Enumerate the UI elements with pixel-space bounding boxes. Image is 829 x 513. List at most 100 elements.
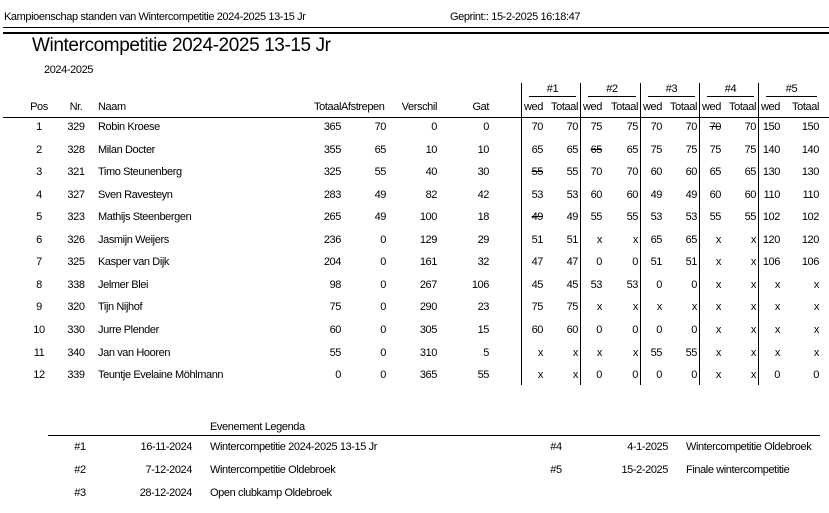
table-cell: x [750, 278, 757, 291]
table-cell: 60 [685, 166, 698, 179]
legend-name: Finale wintercompetitie [686, 464, 790, 476]
table-cell: 0 [380, 346, 386, 359]
legend-date: 16-11-2024 [140, 441, 193, 453]
legend-date: 7-12-2024 [145, 464, 192, 476]
table-cell: 70 [650, 121, 663, 133]
table-cell: 0 [656, 278, 662, 291]
table-cell: 323 [67, 211, 85, 224]
print-date: Geprint:: 15-2-2025 16:18:47 [450, 11, 581, 23]
table-cell: 338 [67, 278, 85, 291]
table-cell: x [632, 346, 639, 359]
table-cell: 150 [762, 121, 781, 133]
table-cell: 70 [590, 166, 603, 179]
table-cell: 60 [744, 188, 757, 201]
table-cell: 129 [419, 233, 438, 246]
table-cell: 320 [67, 301, 85, 314]
table-cell: 340 [67, 346, 85, 359]
table-cell: 330 [67, 323, 85, 336]
rule [529, 96, 576, 97]
table-cell: 365 [323, 121, 342, 133]
table-cell: 55 [566, 166, 579, 179]
table-cell: 290 [419, 301, 438, 314]
table-cell: 102 [801, 211, 820, 224]
table-cell: 98 [329, 278, 342, 291]
table-cell: 49 [685, 188, 698, 201]
table-cell: 55 [685, 346, 698, 359]
rule [580, 83, 581, 385]
table-cell: 283 [323, 188, 342, 201]
table-cell: x [572, 346, 579, 359]
table-cell: 42 [477, 188, 490, 201]
table-cell: x [596, 346, 603, 359]
table-cell: 70 [709, 121, 722, 133]
table-cell: Tijn Nijhof [98, 301, 143, 314]
table-cell: 47 [566, 256, 579, 269]
column-header: wed [524, 101, 543, 113]
rule [640, 83, 641, 385]
table-cell: 55 [590, 211, 603, 224]
legend-title: Evenement Legenda [210, 421, 305, 433]
table-cell: 0 [596, 323, 602, 336]
table-cell: 70 [685, 121, 698, 133]
table-cell: x [715, 278, 722, 291]
table-cell: 130 [801, 166, 820, 179]
table-cell: Jelmer Blei [98, 278, 149, 291]
table-cell: 325 [67, 256, 85, 269]
legend-date: 15-2-2025 [621, 464, 668, 476]
table-cell: 0 [335, 369, 341, 382]
column-header: Totaal [314, 101, 341, 113]
column-header: wed [761, 101, 780, 113]
table-cell: x [750, 256, 757, 269]
table-cell: x [715, 323, 722, 336]
event-header: #1 [546, 83, 559, 95]
table-cell: 55 [477, 369, 490, 382]
table-cell: 0 [380, 256, 386, 269]
table-cell: 55 [329, 346, 342, 359]
table-cell: x [774, 323, 781, 336]
table-cell: 53 [566, 188, 579, 201]
legend-name: Wintercompetitie Oldebroek [686, 441, 812, 453]
table-cell: 321 [67, 166, 85, 179]
table-cell: 60 [531, 323, 544, 336]
table-cell: 47 [531, 256, 544, 269]
table-cell: 0 [483, 121, 489, 133]
table-cell: 60 [626, 188, 639, 201]
table-cell: 310 [419, 346, 438, 359]
legend-date: 4-1-2025 [627, 441, 668, 453]
table-cell: 51 [685, 256, 698, 269]
table-cell: x [750, 233, 757, 246]
table-cell: 10 [477, 143, 490, 156]
table-cell: 75 [709, 143, 722, 156]
table-cell: 30 [477, 166, 490, 179]
table-cell: 60 [709, 188, 722, 201]
table-cell: 150 [801, 121, 820, 133]
table-cell: 65 [626, 143, 639, 156]
table-cell: Milan Docter [98, 143, 155, 156]
table-cell: x [537, 346, 544, 359]
legend-id: #2 [74, 464, 86, 476]
table-cell: 49 [566, 211, 579, 224]
table-cell: 23 [477, 301, 490, 314]
table-cell: 65 [650, 233, 663, 246]
table-cell: 65 [531, 143, 544, 156]
table-cell: 0 [596, 369, 602, 382]
table-cell: 0 [380, 278, 386, 291]
table-cell: 40 [425, 166, 438, 179]
table-cell: 53 [650, 211, 663, 224]
table-cell: 55 [626, 211, 639, 224]
table-cell: x [750, 369, 757, 382]
table-cell: 0 [380, 323, 386, 336]
table-cell: 70 [744, 121, 757, 133]
table-cell: 4 [36, 188, 42, 201]
table-cell: x [572, 369, 579, 382]
rule [3, 32, 829, 34]
table-cell: x [750, 323, 757, 336]
table-cell: 55 [744, 211, 757, 224]
table-cell: 75 [650, 143, 663, 156]
event-header: #4 [724, 83, 737, 95]
table-cell: 45 [566, 278, 579, 291]
table-cell: 65 [374, 143, 387, 156]
column-header: Afstrepen [341, 101, 385, 113]
table-cell: 75 [744, 143, 757, 156]
table-cell: 325 [323, 166, 342, 179]
